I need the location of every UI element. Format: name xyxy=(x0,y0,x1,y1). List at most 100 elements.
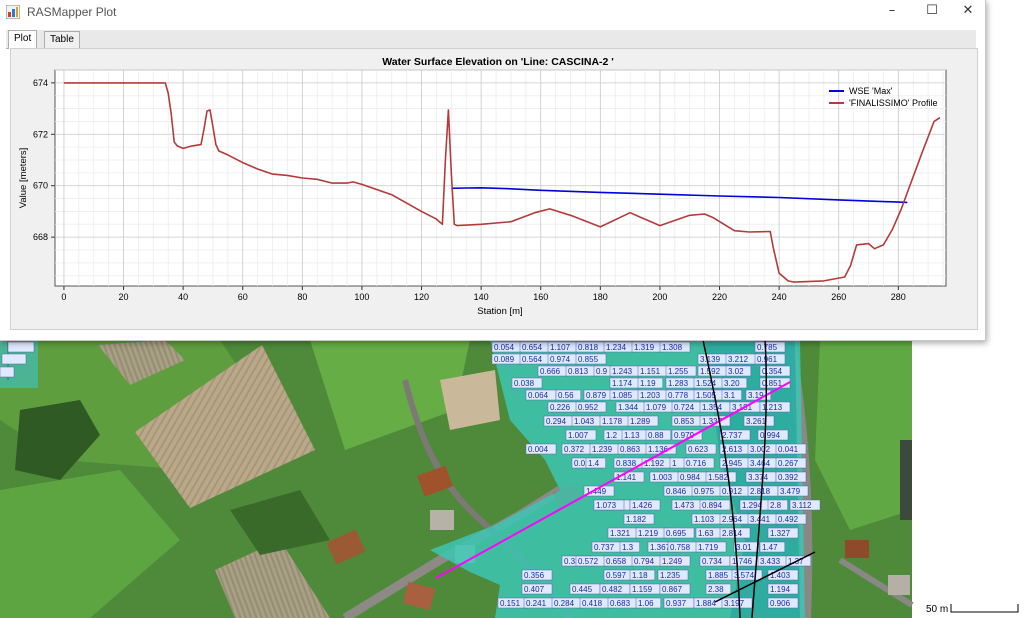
map-cell-label-text: 3.19 xyxy=(748,391,764,400)
map-field-plowed xyxy=(135,345,315,508)
minimize-button[interactable]: – xyxy=(888,3,896,18)
map-cell-label-text: 0.88 xyxy=(648,431,664,440)
map-dark-edge xyxy=(900,440,912,520)
maximize-button[interactable]: ☐ xyxy=(926,3,938,18)
map-cell-label-text: 2.613 xyxy=(722,445,743,454)
map-cell-label-text: 0.994 xyxy=(760,431,781,440)
x-tick-label: 0 xyxy=(61,292,66,302)
map-cell-label-text: 0.407 xyxy=(524,585,545,594)
map-building xyxy=(430,510,454,530)
map-cell-label-text: 1.194 xyxy=(770,585,791,594)
x-tick-label: 140 xyxy=(474,292,489,302)
map-building xyxy=(417,465,453,497)
map-cell-label-text: 0.354 xyxy=(762,367,783,376)
map-cell-label xyxy=(719,429,751,441)
profile-line-cascina-2[interactable] xyxy=(435,381,791,579)
chart-title: Water Surface Elevation on 'Line: CASCIN… xyxy=(382,56,614,68)
map-cell-label-text: 0.658 xyxy=(606,557,627,566)
map-view[interactable]: 0.054 0.654 1.107 0.818 1.234 1.319 1.308 0.785… xyxy=(0,340,1024,618)
tab-plot[interactable]: Plot xyxy=(8,30,38,49)
map-cell-label-text: 1.582 xyxy=(708,473,729,482)
map-cell-label xyxy=(789,499,821,511)
map-cell-label xyxy=(725,365,752,377)
map-cell-label-text: 1.4 xyxy=(588,459,600,468)
cross-section-line[interactable] xyxy=(751,340,768,618)
map-cell-label-text: 0.572 xyxy=(578,557,599,566)
map-cell-label xyxy=(767,583,799,595)
x-tick-label: 180 xyxy=(593,292,608,302)
tab-strip: Plot Table xyxy=(6,30,976,49)
map-cell-label xyxy=(683,457,715,469)
map-cell-label-text: 1.249 xyxy=(662,557,683,566)
map-building xyxy=(845,540,869,558)
map-cell-label-text: 1.367 xyxy=(650,543,671,552)
map-cell-label-text: 1.449 xyxy=(586,487,607,496)
map-cell-label-text: 0.064 xyxy=(528,391,549,400)
map-cell-label xyxy=(521,569,553,581)
map-cell-label-text: 0.853 xyxy=(674,417,695,426)
map-cell-label-text: 0.974 xyxy=(550,355,571,364)
map-field-small xyxy=(440,370,500,430)
wse-chart[interactable]: Water Surface Elevation on 'Line: CASCIN… xyxy=(10,48,976,328)
chart-series xyxy=(63,82,941,283)
map-cell-label-text: 1.255 xyxy=(668,367,689,376)
map-cell-label-text: 0.654 xyxy=(522,343,543,352)
map-cell-label-text: 1.073 xyxy=(596,501,617,510)
map-cell-label-text: 2.818 xyxy=(750,487,771,496)
map-cell-label-text: 0.979 xyxy=(674,431,695,440)
x-tick-label: 80 xyxy=(297,292,307,302)
map-cell-label-text: 0.284 xyxy=(554,599,575,608)
map-cell-label-text: 1.103 xyxy=(694,515,715,524)
x-tick-label: 100 xyxy=(354,292,369,302)
cross-section-line[interactable] xyxy=(702,340,741,618)
map-cell-label xyxy=(777,485,809,497)
map-white-margin xyxy=(912,340,1024,618)
map-cell-label-text: 2.945 xyxy=(722,459,743,468)
scale-bar xyxy=(950,604,1019,613)
map-cell-label-text: 0.695 xyxy=(666,529,687,538)
legend-label-finalissimo: 'FINALISSIMO' Profile xyxy=(849,98,937,108)
map-cell-label-text: 1.505 xyxy=(696,391,717,400)
map-field-bright-2 xyxy=(0,470,180,618)
map-cell-label xyxy=(699,499,731,511)
y-axis-label: Value [meters] xyxy=(18,148,29,209)
map-building xyxy=(326,529,366,565)
map-cell-label-text: 1.337 xyxy=(702,417,723,426)
grid-major xyxy=(55,70,946,286)
title-bar[interactable]: RASMapper Plot – ☐ ✕ xyxy=(0,0,985,24)
map-cell-label xyxy=(705,471,737,483)
map-cell-label-text: 0.912 xyxy=(722,487,743,496)
close-button[interactable]: ✕ xyxy=(962,3,974,18)
map-cell-label xyxy=(665,365,697,377)
tab-table[interactable]: Table xyxy=(44,31,80,48)
map-cell-label-text: 0.418 xyxy=(582,599,603,608)
map-cell-label-text: 0.041 xyxy=(778,445,799,454)
map-cell-label-text: 1.239 xyxy=(592,445,613,454)
map-cell-label xyxy=(1,353,27,365)
y-tick-label: 672 xyxy=(33,129,48,139)
map-field-plowed-small xyxy=(98,340,185,385)
map-cell-label-text: 0.392 xyxy=(778,473,799,482)
x-axis-ticks: 0 20 40 60 80 100 120 140 160 180 200 220 240 260 280 xyxy=(61,286,906,302)
map-cell-label-text: 0.683 xyxy=(610,599,631,608)
map-cell-label xyxy=(593,499,625,511)
map-cell-label xyxy=(565,429,597,441)
x-tick-label: 160 xyxy=(533,292,548,302)
map-cell-label-text: 2.964 xyxy=(722,515,743,524)
map-cell-label-text: 2.814 xyxy=(722,529,743,538)
map-cell-label-text: 1.885 xyxy=(708,571,729,580)
map-cell-label-text: 0.089 xyxy=(494,355,515,364)
map-cell-label-text: 3.464 xyxy=(750,459,771,468)
map-cell-label-text: 0.716 xyxy=(686,459,707,468)
map-cell-label xyxy=(721,389,742,401)
rasmapper-plot-window[interactable]: RASMapper Plot – ☐ ✕ Plot Table Water Su… xyxy=(0,0,986,341)
map-cell-label-text: 0.038 xyxy=(514,379,535,388)
map-cell-label-text: 1.319 xyxy=(634,343,655,352)
cross-section-line[interactable] xyxy=(714,551,816,603)
chart-legend: WSE 'Max' 'FINALISSIMO' Profile xyxy=(829,86,937,108)
map-cell-label xyxy=(775,513,807,525)
map-cell-label xyxy=(511,377,543,389)
map-cell-label-text: 1.403 xyxy=(770,571,791,580)
map-cell-label-text: 0.838 xyxy=(616,459,637,468)
map-cell-label xyxy=(525,443,557,455)
